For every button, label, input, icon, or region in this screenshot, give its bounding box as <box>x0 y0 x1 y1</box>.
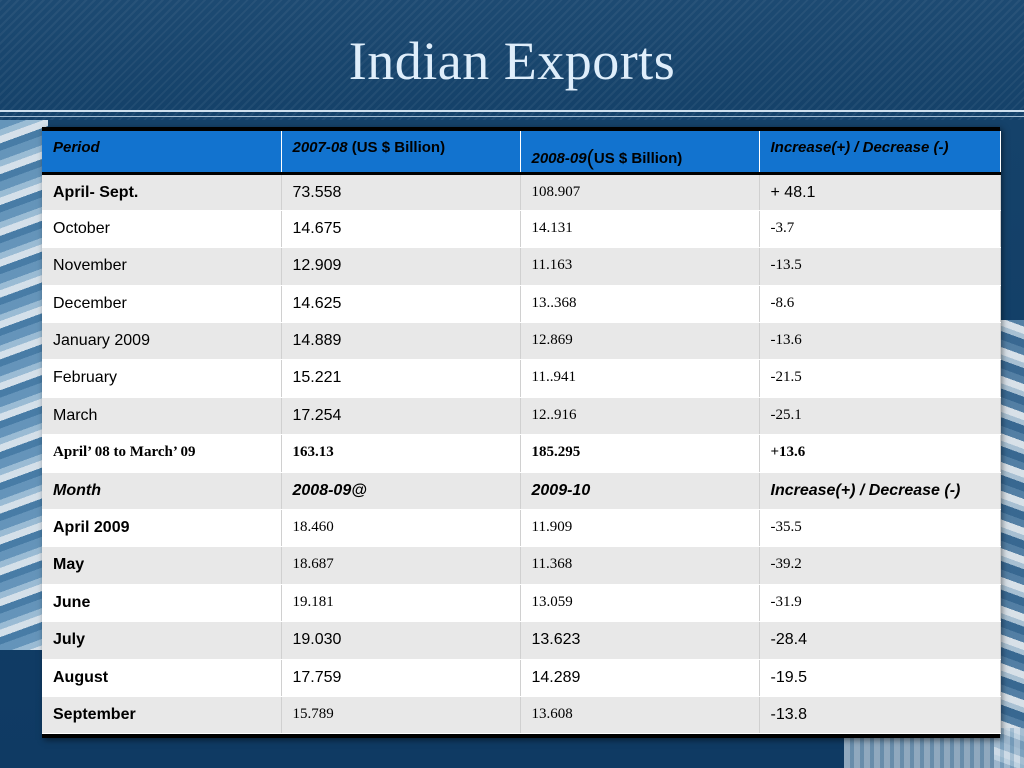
header-2008-09: 2008-09(US $ Billion) <box>520 131 760 175</box>
subheader-change: Increase(+) / Decrease (-) <box>759 472 1001 511</box>
table-row: January 2009 14.889 12.869 -13.6 <box>42 322 1001 361</box>
cell-change: -21.5 <box>759 359 1001 398</box>
cell-value: 108.907 <box>520 173 760 211</box>
cell-value: 11.368 <box>520 546 760 585</box>
cell-value: 19.181 <box>281 584 521 623</box>
cell-change: -28.4 <box>759 621 1001 660</box>
cell-value: 12.909 <box>281 247 521 286</box>
cell-value: 15.789 <box>281 696 521 735</box>
header-change: Increase(+) / Decrease (-) <box>759 131 1001 175</box>
table-row: April 2009 18.460 11.909 -35.5 <box>42 509 1001 548</box>
cell-change: -13.6 <box>759 322 1001 361</box>
cell-period: September <box>42 696 282 735</box>
title-divider-thin <box>0 116 1024 117</box>
cell-value: 13.059 <box>520 584 760 623</box>
title-divider <box>0 110 1024 112</box>
cell-change: + 48.1 <box>759 173 1001 211</box>
cell-period: June <box>42 584 282 623</box>
cell-change: -31.9 <box>759 584 1001 623</box>
table-row: April- Sept. 73.558 108.907 + 48.1 <box>42 173 1001 211</box>
cell-value: 12.869 <box>520 322 760 361</box>
cell-period: February <box>42 359 282 398</box>
cell-value: 13.623 <box>520 621 760 660</box>
cell-value: 14.289 <box>520 659 760 697</box>
table-row: December 14.625 13..368 -8.6 <box>42 285 1001 324</box>
cell-value: 14.889 <box>281 322 521 361</box>
table-row: October 14.675 14.131 -3.7 <box>42 210 1001 249</box>
cell-change: -13.8 <box>759 696 1001 735</box>
table-row: March 17.254 12..916 -25.1 <box>42 397 1001 436</box>
table-row: August 17.759 14.289 -19.5 <box>42 659 1001 697</box>
cell-value: 18.687 <box>281 546 521 585</box>
exports-table: Period 2007-08 (US $ Billion) 2008-09(US… <box>42 131 1001 735</box>
table-row: June 19.181 13.059 -31.9 <box>42 584 1001 623</box>
cell-value: 17.254 <box>281 397 521 436</box>
cell-period: April- Sept. <box>42 173 282 211</box>
subheader-2009-10: 2009-10 <box>520 472 760 511</box>
cell-period: November <box>42 247 282 286</box>
cell-change: +13.6 <box>759 434 1001 473</box>
cell-value: 13.608 <box>520 696 760 735</box>
cell-value: 185.295 <box>520 434 760 473</box>
cell-period: July <box>42 621 282 660</box>
table-subheader-row: Month 2008-09@ 2009-10 Increase(+) / Dec… <box>42 472 1001 511</box>
cell-period: December <box>42 285 282 324</box>
cell-value: 17.759 <box>281 659 521 697</box>
cell-value: 163.13 <box>281 434 521 473</box>
cell-period: April’ 08 to March’ 09 <box>42 434 282 473</box>
subheader-month: Month <box>42 472 282 511</box>
cell-period: March <box>42 397 282 436</box>
cell-period: October <box>42 210 282 249</box>
cell-value: 18.460 <box>281 509 521 548</box>
table-row: September 15.789 13.608 -13.8 <box>42 696 1001 735</box>
header-2008-09-paren: ( <box>586 145 594 170</box>
cell-change: -35.5 <box>759 509 1001 548</box>
cell-period: April 2009 <box>42 509 282 548</box>
header-texture <box>0 0 1024 120</box>
table-row: May 18.687 11.368 -39.2 <box>42 546 1001 585</box>
table-row: November 12.909 11.163 -13.5 <box>42 247 1001 286</box>
cell-value: 11..941 <box>520 359 760 398</box>
cell-period: May <box>42 546 282 585</box>
cell-value: 12..916 <box>520 397 760 436</box>
cell-change: -8.6 <box>759 285 1001 324</box>
cell-value: 13..368 <box>520 285 760 324</box>
header-2007-08-unit: (US $ Billion) <box>347 139 446 156</box>
cell-change: -3.7 <box>759 210 1001 249</box>
slide-title: Indian Exports <box>348 31 676 91</box>
cell-value: 11.909 <box>520 509 760 548</box>
header-2008-09-unit: US $ Billion) <box>593 150 683 167</box>
cell-change: -13.5 <box>759 247 1001 286</box>
cell-value: 15.221 <box>281 359 521 398</box>
cell-value: 19.030 <box>281 621 521 660</box>
table-header-row: Period 2007-08 (US $ Billion) 2008-09(US… <box>42 131 1001 175</box>
cell-value: 73.558 <box>281 173 521 211</box>
table-row: February 15.221 11..941 -21.5 <box>42 359 1001 398</box>
exports-table-container: Period 2007-08 (US $ Billion) 2008-09(US… <box>42 127 1001 739</box>
table-row-total: April’ 08 to March’ 09 163.13 185.295 +1… <box>42 434 1001 473</box>
cell-change: -39.2 <box>759 546 1001 585</box>
subheader-2008-09: 2008-09@ <box>281 472 521 511</box>
cell-period: August <box>42 659 282 697</box>
cell-value: 14.675 <box>281 210 521 249</box>
cell-change: -25.1 <box>759 397 1001 436</box>
cell-period: January 2009 <box>42 322 282 361</box>
cell-value: 14.131 <box>520 210 760 249</box>
cell-value: 14.625 <box>281 285 521 324</box>
cell-value: 11.163 <box>520 247 760 286</box>
header-period: Period <box>42 131 282 175</box>
cell-change: -19.5 <box>759 659 1001 697</box>
banknote-decoration-left <box>0 120 48 650</box>
table-row: July 19.030 13.623 -28.4 <box>42 621 1001 660</box>
header-2007-08-year: 2007-08 <box>292 139 348 156</box>
header-2008-09-year: 2008-09 <box>531 150 587 167</box>
header-2007-08: 2007-08 (US $ Billion) <box>281 131 521 175</box>
